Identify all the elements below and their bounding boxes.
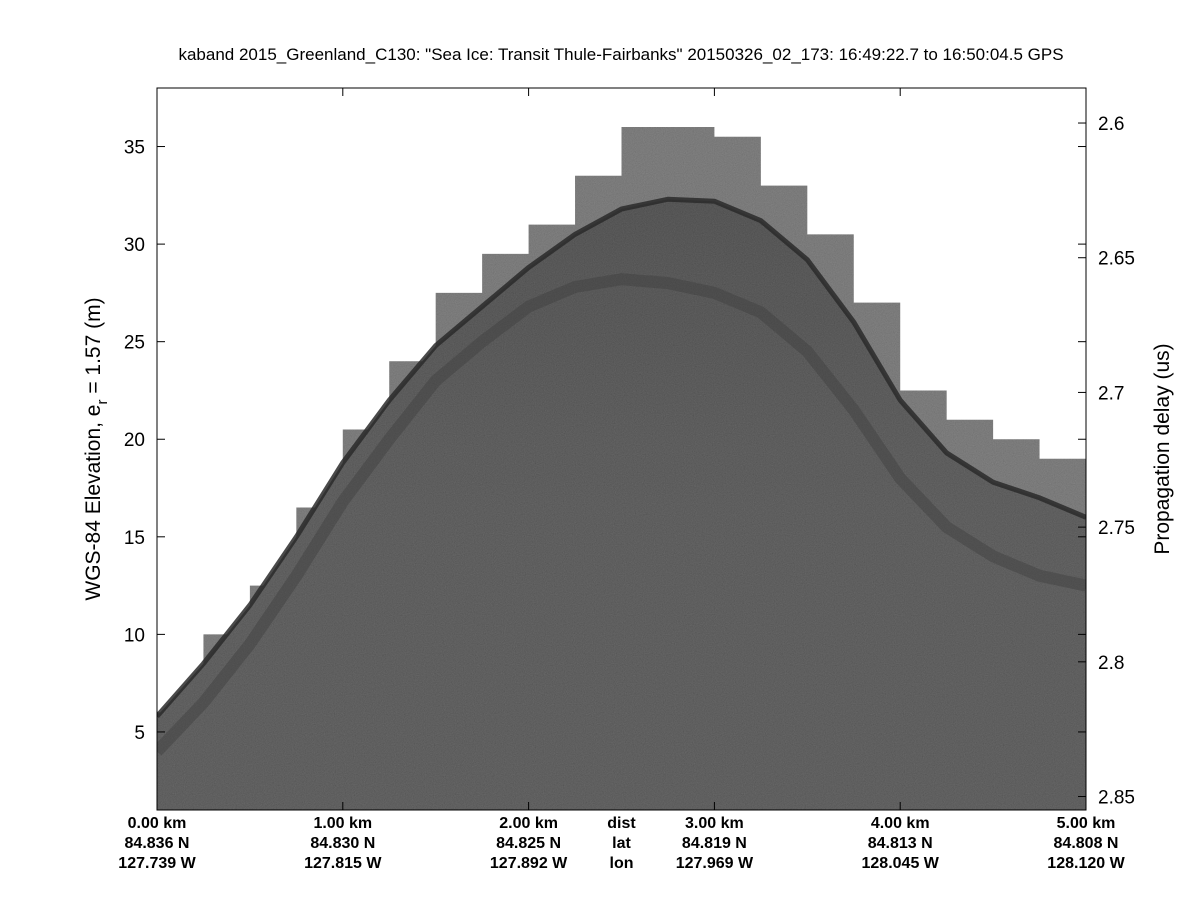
plot-frame <box>156 87 1087 811</box>
x-tick-lon-label: 127.892 W <box>490 855 568 872</box>
x-tick-dist-label: 4.00 km <box>871 815 930 832</box>
right-tick-label: 2.6 <box>1098 114 1124 135</box>
x-axis-ticks: 0.00 km 84.836 N 127.739 W 1.00 km 84.830 N 1… <box>118 88 1126 872</box>
left-tick-label: 20 <box>124 430 145 451</box>
y-axis-left-label-subscript: r <box>94 400 111 405</box>
x-tick-dist-label: 0.00 km <box>128 815 187 832</box>
y-axis-left-label-rest: = 1.57 (m) <box>82 297 105 399</box>
left-tick-label: 5 <box>134 723 145 744</box>
right-tick-label: 2.75 <box>1098 518 1135 539</box>
chart-title: kaband 2015_Greenland_C130: "Sea Ice: Tr… <box>178 45 1063 64</box>
right-axis-ticks: 2.6 2.65 2.7 2.75 2.8 2.85 <box>1078 114 1135 809</box>
x-tick-lon-label: 128.045 W <box>862 855 940 872</box>
right-tick-label: 2.65 <box>1098 249 1135 270</box>
plot-area <box>157 88 1086 810</box>
x-tick-dist-label: 1.00 km <box>313 815 372 832</box>
x-tick-lat-label: 84.825 N <box>496 835 561 852</box>
radar-data-subsurface <box>157 199 1086 810</box>
x-tick-dist-label: 2.00 km <box>499 815 558 832</box>
left-tick-label: 15 <box>124 528 145 549</box>
x-tick-lon-label: 127.969 W <box>676 855 754 872</box>
right-tick-label: 2.7 <box>1098 383 1124 404</box>
internal-layer-line <box>157 273 1086 756</box>
x-tick-lat-label: 84.813 N <box>868 835 933 852</box>
x-row-label-lon: lon <box>610 855 634 872</box>
x-row-label-lat: lat <box>612 835 631 852</box>
y-axis-right-label: Propagation delay (us) <box>1151 343 1174 554</box>
left-axis-ticks: 5 10 15 20 25 30 35 <box>124 138 1086 744</box>
x-tick-lat-label: 84.819 N <box>682 835 747 852</box>
x-tick-lat-label: 84.836 N <box>125 835 190 852</box>
right-tick-label: 2.85 <box>1098 788 1135 809</box>
left-tick-label: 25 <box>124 333 145 354</box>
y-axis-left-label: WGS-84 Elevation, er = 1.57 (m) <box>82 297 111 600</box>
y-axis-left-label-main: WGS-84 Elevation, e <box>82 405 105 601</box>
x-tick-lon-label: 128.120 W <box>1047 855 1125 872</box>
x-tick-dist-label: 3.00 km <box>685 815 744 832</box>
x-tick-dist-label: 5.00 km <box>1057 815 1116 832</box>
axes-group: 5 10 15 20 25 30 35 2.6 2.65 2.7 2.75 2.8 2.85 0.00… <box>118 87 1135 872</box>
x-tick-lon-label: 127.815 W <box>304 855 382 872</box>
x-tick-lon-label: 127.739 W <box>118 855 196 872</box>
x-tick-lat-label: 84.830 N <box>310 835 375 852</box>
surface-return-line <box>157 196 1086 718</box>
left-tick-label: 10 <box>124 625 145 646</box>
x-tick-lat-label: 84.808 N <box>1054 835 1119 852</box>
right-tick-label: 2.8 <box>1098 653 1124 674</box>
left-tick-label: 30 <box>124 235 145 256</box>
left-tick-label: 35 <box>124 138 145 159</box>
x-row-label-dist: dist <box>607 815 636 832</box>
